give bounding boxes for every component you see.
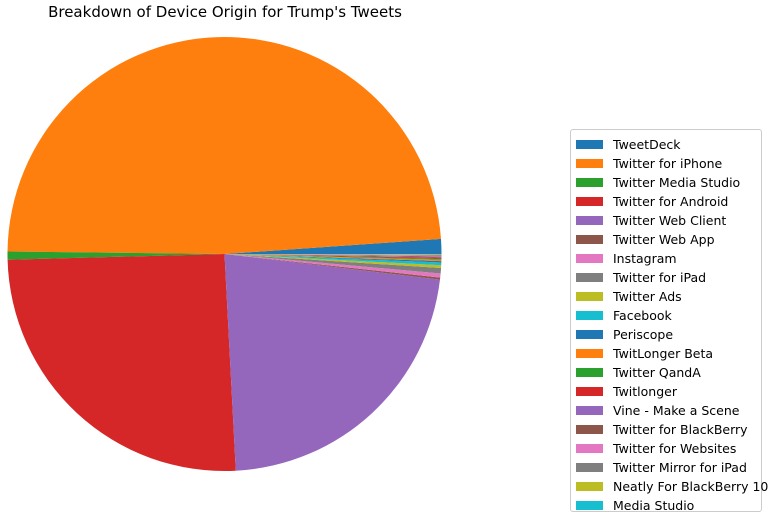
pie-slice-vine-make-a-scene [224,254,442,258]
legend-label: Twitter for Websites [613,441,737,456]
pie-slice-twitter-web-client [224,254,440,471]
pie-slice-twitter-for-blackberry [224,254,442,257]
pie-slice-twitter-web-app [224,254,441,280]
legend-label: Facebook [613,308,672,323]
legend-swatch [576,444,603,453]
legend-swatch [576,463,603,472]
legend-item: Facebook [576,306,761,325]
pie-slice-twitter-ads [224,254,442,269]
pie-slice-periscope [224,254,442,263]
legend-label: Neatly For BlackBerry 10 [613,479,769,494]
legend-swatch [576,482,603,491]
legend-item: Twitter Media Studio [576,173,761,192]
legend-label: Twitter Ads [613,289,682,304]
legend-item: Periscope [576,325,761,344]
pie-slice-twitter-for-ipad [224,254,442,274]
legend-swatch [576,254,603,263]
legend-item: Neatly For BlackBerry 10 [576,477,768,496]
pie-chart [7,37,442,471]
legend-item: Twitter Web App [576,230,761,249]
pie-slices [7,37,442,471]
pie-slice-facebook [224,254,442,266]
legend-item: TweetDeck [576,135,761,154]
legend-swatch [576,197,603,206]
legend-label: TweetDeck [613,137,681,152]
legend: TweetDeck Twitter for iPhone Twitter Media… [570,129,768,515]
legend-label: Twitlonger [613,384,677,399]
legend-label: TwitLonger Beta [613,346,714,361]
chart-title: Breakdown of Device Origin for Trump's T… [48,3,402,21]
legend-item: Twitter for iPad [576,268,761,287]
legend-swatch [576,140,603,149]
legend-label: Twitter Web Client [613,213,727,228]
legend-swatch [576,216,603,225]
legend-swatch [576,349,603,358]
legend-item: Instagram [576,249,761,268]
pie-slice-twitlonger [224,254,442,259]
pie-slice-tweetdeck [224,238,442,254]
legend-label: Twitter for iPad [613,270,707,285]
pie-slice-twitter-for-android [7,254,236,471]
pie-slice-twitter-qanda [224,254,442,260]
pie-slice-twitlonger-beta [224,254,442,262]
pie-slice-instagram [224,254,441,278]
pie-slice-twitter-media-studio [7,251,225,260]
pie-slice-neatly-for-blackberry-10 [224,254,442,255]
legend-item: Twitlonger [576,382,761,401]
legend-item: TwitLonger Beta [576,344,761,363]
legend-swatch [576,235,603,244]
legend-swatch [576,387,603,396]
legend-swatch [576,406,603,415]
legend-item: Twitter for Android [576,192,761,211]
legend-swatch [576,330,603,339]
legend-label: Twitter for Android [613,194,729,209]
legend-item: Twitter for BlackBerry [576,420,761,439]
legend-item: Twitter for Websites [576,439,761,458]
legend-label: Vine - Make a Scene [613,403,740,418]
pie-slice-twitter-mirror-for-ipad [224,254,442,256]
legend-label: Twitter QandA [613,365,701,380]
legend-label: Media Studio [613,498,695,513]
legend-label: Instagram [613,251,677,266]
legend-item: Twitter QandA [576,363,761,382]
legend-swatch [576,292,603,301]
legend-swatch [576,273,603,282]
legend-item: Twitter Ads [576,287,761,306]
legend-item: Twitter for iPhone [576,154,761,173]
legend-item: Vine - Make a Scene [576,401,761,420]
pie-slice-twitter-for-iphone [7,37,441,255]
legend-label: Twitter Media Studio [613,175,741,190]
legend-swatch [576,311,603,320]
legend-item: Media Studio [576,496,761,515]
legend-item: Twitter Mirror for iPad [576,458,761,477]
legend-label: Twitter Mirror for iPad [613,460,747,475]
legend-swatch [576,159,603,168]
legend-swatch [576,368,603,377]
legend-swatch [576,425,603,434]
legend-label: Periscope [613,327,674,342]
legend-label: Twitter for iPhone [613,156,723,171]
legend-swatch [576,178,603,187]
legend-label: Twitter for BlackBerry [613,422,748,437]
legend-swatch [576,501,603,510]
legend-item: Twitter Web Client [576,211,761,230]
legend-label: Twitter Web App [613,232,715,247]
pie-slice-twitter-for-websites [224,254,442,257]
